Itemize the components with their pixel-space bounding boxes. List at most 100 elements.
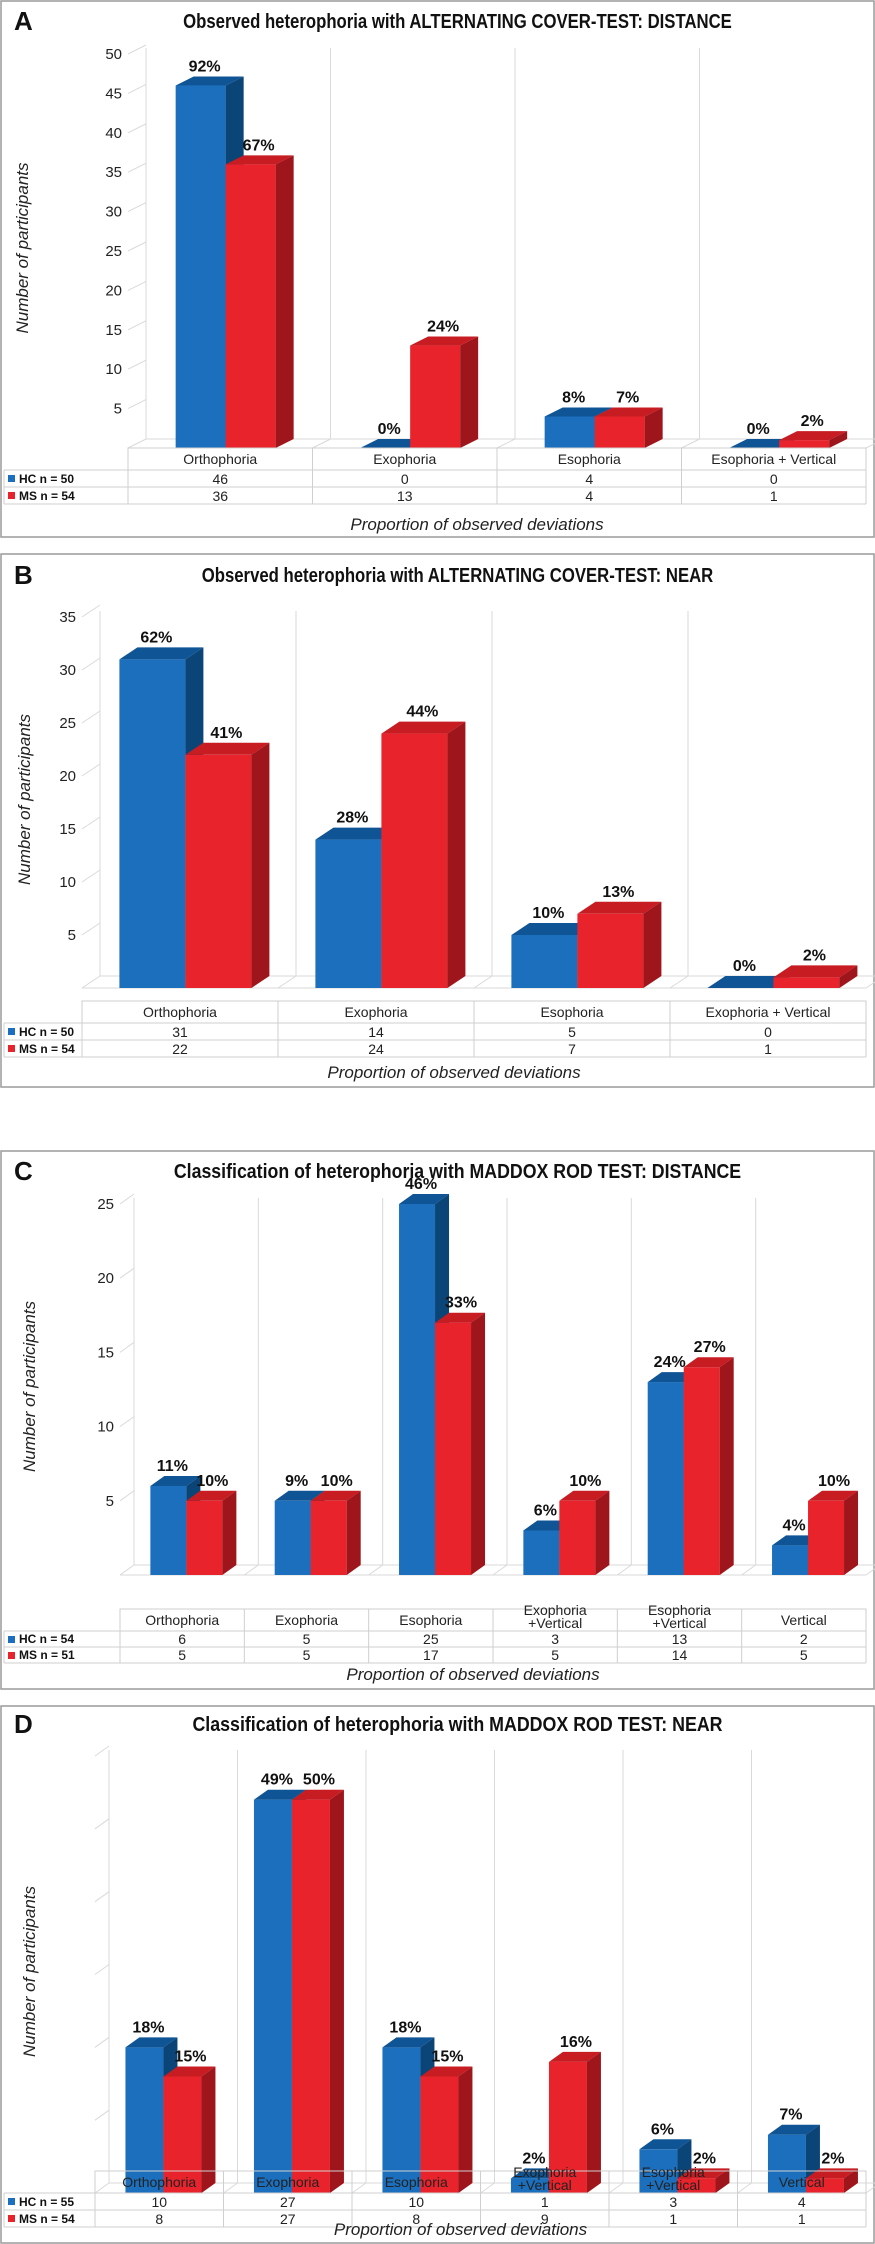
floor-divider xyxy=(277,975,297,989)
y-grid-stub xyxy=(81,657,101,671)
ms-data-label: 13% xyxy=(602,884,634,901)
ms-table-value: 14 xyxy=(672,1647,688,1663)
hc-table-value: 3 xyxy=(669,2194,677,2210)
chart-b: B Observed heterophoria with ALTERNATING … xyxy=(0,553,875,1088)
hc-table-value: 0 xyxy=(401,471,409,487)
hc-bar xyxy=(707,976,792,988)
hc-data-label: 11% xyxy=(157,1458,188,1475)
ms-bar-top xyxy=(773,965,858,978)
y-grid-stub xyxy=(94,1745,110,1757)
ms-data-label: 15% xyxy=(174,2048,206,2065)
ms-data-label: 41% xyxy=(210,725,242,742)
ms-bar-side xyxy=(829,431,848,448)
category-label: Exophoria + Vertical xyxy=(706,1004,831,1020)
ms-bar xyxy=(291,1789,344,2193)
ms-bar-top xyxy=(185,742,270,755)
hc-table-value: 2 xyxy=(800,1631,808,1647)
ms-bar-top xyxy=(186,1490,237,1501)
ms-table-value: 17 xyxy=(423,1647,439,1663)
hc-table-value: 14 xyxy=(368,1024,384,1040)
y-grid-stub xyxy=(127,399,147,410)
hc-data-label: 9% xyxy=(285,1473,308,1490)
category-label: Vertical xyxy=(779,2174,825,2190)
ms-bar-front xyxy=(186,1500,223,1575)
ms-bar-top xyxy=(291,1789,344,1800)
hc-data-label: 92% xyxy=(189,59,221,76)
hc-table-value: 10 xyxy=(151,2194,167,2210)
floor-divider xyxy=(617,1564,632,1576)
category-label: Exophoria xyxy=(373,451,436,467)
floor-divider xyxy=(496,438,516,449)
y-grid-stub xyxy=(127,320,147,331)
x-axis-label: Proportion of observed deviations xyxy=(327,1063,581,1082)
ms-data-label: 44% xyxy=(406,704,438,721)
chart-title: Classification of heterophoria with MADD… xyxy=(192,1714,723,1736)
y-grid-stub xyxy=(127,241,147,252)
hc-legend-swatch xyxy=(8,1636,15,1643)
ms-data-label: 24% xyxy=(427,319,459,336)
ms-bar-front xyxy=(291,1799,330,2193)
y-grid-stub xyxy=(94,1964,110,1975)
ms-bar-top xyxy=(310,1490,361,1501)
y-axis-label: Number of participants xyxy=(13,162,32,334)
floor-divider xyxy=(244,1564,259,1576)
ms-table-value: 8 xyxy=(155,2211,163,2227)
ms-bar-front xyxy=(594,416,645,448)
y-grid-stub xyxy=(119,1267,135,1279)
ms-bar-side xyxy=(715,2168,730,2193)
category-label: Esophoria xyxy=(648,1602,711,1618)
ms-bar xyxy=(186,1490,237,1575)
ms-data-label: 33% xyxy=(445,1295,477,1312)
y-grid-stub xyxy=(94,1891,110,1903)
ms-data-label: 2% xyxy=(821,2150,844,2167)
chart-c: C Classification of heterophoria with MAD… xyxy=(0,1150,875,1690)
ms-legend-label: MS n = 54 xyxy=(19,2212,75,2226)
ms-bar-top xyxy=(577,901,662,914)
hc-data-label: 6% xyxy=(651,2121,674,2138)
hc-bar-top xyxy=(639,2139,692,2150)
category-label: Orthophoria xyxy=(145,1612,219,1628)
hc-bar-top xyxy=(382,2037,435,2048)
y-tick-label: 15 xyxy=(105,322,122,339)
ms-bar-side xyxy=(447,721,466,988)
hc-table-value: 4 xyxy=(798,2194,806,2210)
ms-bar-front xyxy=(805,2178,844,2193)
chart-d: D Classification of heterophoria with MAD… xyxy=(0,1705,875,2244)
hc-bar-top xyxy=(544,407,613,417)
hc-bar-front xyxy=(253,1799,292,2193)
ms-bar-top xyxy=(548,2051,601,2062)
ms-bar-side xyxy=(346,1490,361,1575)
ms-table-value: 8 xyxy=(412,2211,420,2227)
chart-title: Observed heterophoria with ALTERNATING C… xyxy=(183,11,732,33)
ms-table-value: 4 xyxy=(585,488,593,504)
y-tick-label: 10 xyxy=(97,1419,114,1436)
ms-bar-top xyxy=(225,155,294,165)
ms-legend-label: MS n = 54 xyxy=(19,1042,75,1056)
y-grid-stub xyxy=(81,816,101,830)
x-axis-label: Proportion of observed deviations xyxy=(334,2220,588,2239)
hc-bar-top xyxy=(767,2124,820,2135)
hc-data-label: 46% xyxy=(405,1176,437,1193)
hc-bar-front xyxy=(119,659,186,988)
ms-table-value: 7 xyxy=(568,1041,576,1057)
y-tick-label: 35 xyxy=(59,609,76,626)
ms-bar-front xyxy=(420,2076,459,2193)
panel-d: D Classification of heterophoria with MAD… xyxy=(0,1705,875,2244)
hc-data-label: 10% xyxy=(532,905,564,922)
panel-letter: C xyxy=(14,1156,33,1186)
category-label: Exophoria xyxy=(344,1004,407,1020)
y-grid-stub xyxy=(81,869,101,883)
hc-table-value: 5 xyxy=(303,1631,311,1647)
hc-legend-swatch xyxy=(8,2198,15,2205)
floor-divider xyxy=(480,2182,495,2194)
ms-bar-side xyxy=(460,336,479,448)
ms-bar xyxy=(410,336,479,448)
ms-bar-side xyxy=(843,2168,858,2193)
ms-data-label: 27% xyxy=(694,1339,726,1356)
hc-table-value: 13 xyxy=(672,1631,688,1647)
hc-bar xyxy=(639,2139,692,2193)
floor-divider xyxy=(94,2182,110,2194)
ms-bar xyxy=(163,2066,216,2193)
ms-bar-top xyxy=(163,2066,216,2077)
hc-data-label: 62% xyxy=(140,629,172,646)
